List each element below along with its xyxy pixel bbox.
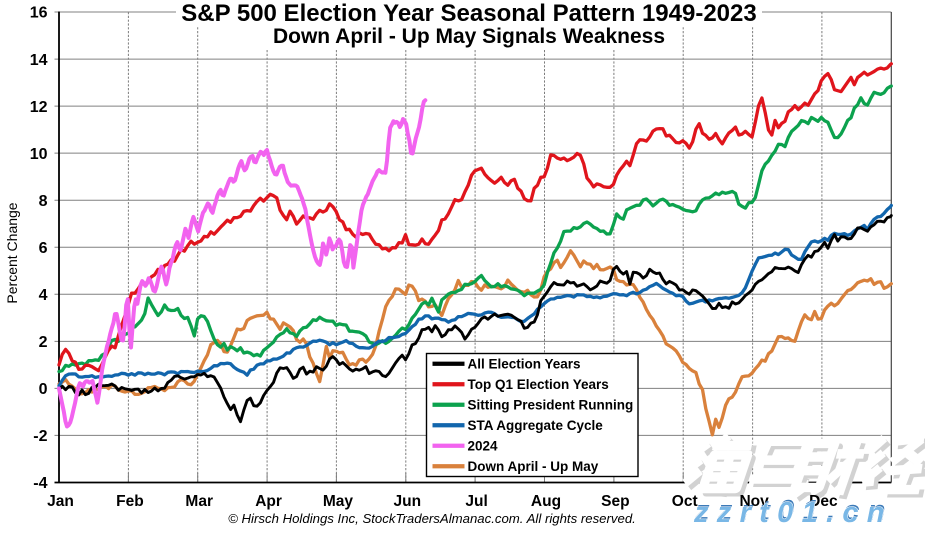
svg-text:Jul: Jul [465,493,487,510]
svg-text:Oct: Oct [672,493,698,510]
svg-text:Mar: Mar [185,493,213,510]
svg-text:2024: 2024 [468,439,499,454]
svg-text:8: 8 [39,193,48,210]
svg-text:-2: -2 [33,428,47,445]
svg-text:16: 16 [30,5,48,22]
svg-text:All Election Years: All Election Years [468,357,581,372]
svg-text:2: 2 [39,334,48,351]
svg-text:Feb: Feb [116,493,144,510]
svg-text:14: 14 [30,52,48,69]
svg-text:Nov: Nov [739,493,769,510]
svg-text:0: 0 [39,381,48,398]
svg-text:4: 4 [39,287,48,304]
svg-text:Down April - Up May Signals We: Down April - Up May Signals Weakness [273,25,665,48]
svg-text:-4: -4 [33,475,47,492]
svg-text:Top Q1 Election Years: Top Q1 Election Years [468,377,609,392]
svg-text:Sitting President Running: Sitting President Running [468,398,634,413]
svg-text:STA Aggregate Cycle: STA Aggregate Cycle [468,418,604,433]
svg-text:zzrt01.cn: zzrt01.cn [693,497,893,529]
svg-text:May: May [323,493,354,510]
svg-text:Sep: Sep [601,493,629,510]
svg-text:Down April - Up May: Down April - Up May [468,459,599,474]
svg-text:Dec: Dec [809,493,838,510]
svg-text:Jan: Jan [47,493,74,510]
svg-text:10: 10 [30,146,48,163]
svg-text:zzrt01.cn: zzrt01.cn [694,495,894,527]
svg-text:Jun: Jun [394,493,422,510]
svg-text:Apr: Apr [255,493,282,510]
svg-text:© Hirsch Holdings Inc, StockTr: © Hirsch Holdings Inc, StockTradersAlman… [228,511,636,526]
svg-text:12: 12 [30,99,48,116]
svg-text:Aug: Aug [531,493,561,510]
svg-text:6: 6 [39,240,48,257]
svg-text:S&P 500 Election Year Seasonal: S&P 500 Election Year Seasonal Pattern 1… [181,0,756,27]
svg-text:Percent Change: Percent Change [4,202,20,303]
